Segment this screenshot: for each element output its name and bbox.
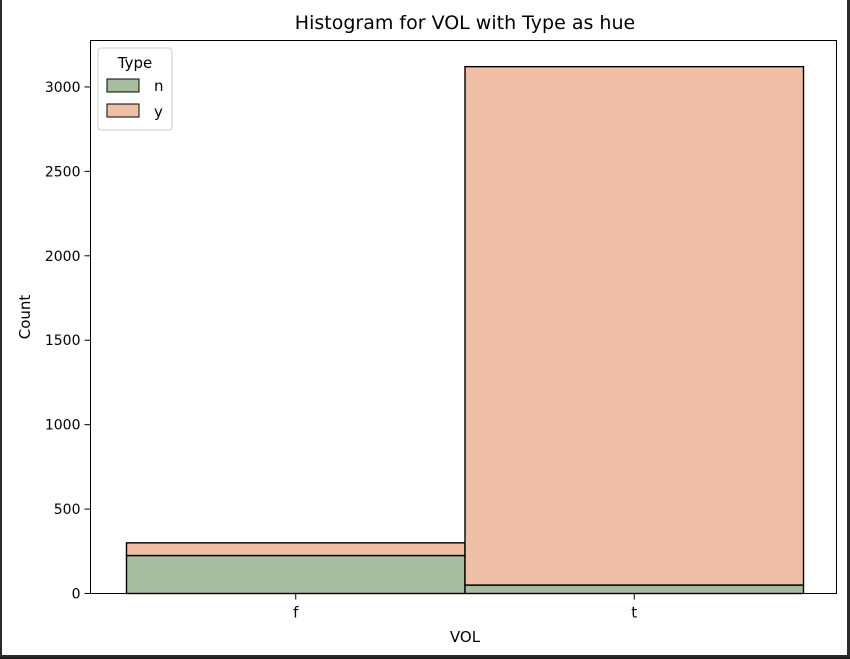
y-tick-label-0: 0 (72, 587, 81, 603)
bar-y-t (464, 65, 805, 586)
x-axis-label: VOL (450, 628, 481, 646)
legend-label-y: y (154, 103, 163, 121)
y-tick-label-1500: 1500 (45, 333, 81, 349)
legend-label-n: n (154, 77, 164, 95)
legend-title: Type (117, 54, 152, 72)
plot-frame (90, 40, 837, 594)
legend-swatch-y (106, 103, 140, 118)
y-tick-label-2000: 2000 (45, 249, 81, 265)
y-axis-label: Count (16, 295, 34, 340)
chart-title: Histogram for VOL with Type as hue (295, 12, 635, 34)
y-tick-label-1000: 1000 (45, 418, 81, 434)
bar-n-f (125, 554, 466, 595)
bar-y-f (125, 542, 466, 557)
y-axis: 0 500 1000 1500 2000 2500 3000 (45, 80, 91, 603)
y-tick-label-500: 500 (54, 502, 81, 518)
x-tick-label-f: f (293, 604, 299, 622)
bar-n-t (464, 584, 805, 595)
legend: Type n y (97, 47, 173, 131)
legend-swatch-n (106, 78, 140, 93)
x-tick-label-t: t (631, 604, 637, 622)
y-tick-label-3000: 3000 (45, 80, 81, 96)
bars-group (125, 65, 805, 595)
y-tick-label-2500: 2500 (45, 164, 81, 180)
